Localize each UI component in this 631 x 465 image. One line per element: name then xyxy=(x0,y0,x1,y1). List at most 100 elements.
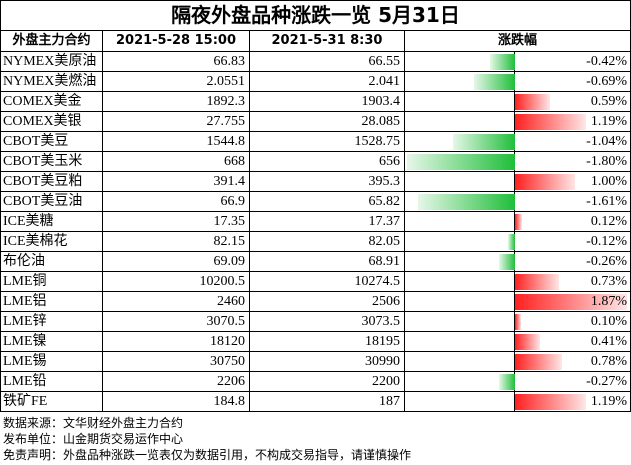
bar-cell xyxy=(405,292,515,312)
change-label: 0.78% xyxy=(590,354,627,369)
curr-value: 65.82 xyxy=(250,192,405,212)
change-bar xyxy=(499,254,515,270)
row-name: LME锌 xyxy=(0,312,103,332)
curr-value: 395.3 xyxy=(250,172,405,192)
prev-value: 1892.3 xyxy=(103,92,250,112)
curr-value: 82.05 xyxy=(250,232,405,252)
bar-cell xyxy=(405,172,515,192)
curr-value: 68.91 xyxy=(250,252,405,272)
row-name: NYMEX美原油 xyxy=(0,52,103,72)
column-header: 2021-5-31 8:30 xyxy=(250,31,405,52)
change-label: 0.73% xyxy=(590,274,627,289)
change-label: -0.26% xyxy=(586,254,627,269)
row-name: LME铝 xyxy=(0,292,103,312)
curr-value: 18195 xyxy=(250,332,405,352)
curr-value: 10274.5 xyxy=(250,272,405,292)
change-bar xyxy=(452,134,515,150)
row-name: LME铜 xyxy=(0,272,103,292)
bar-cell xyxy=(405,392,515,412)
change-label: -1.80% xyxy=(586,154,627,169)
bar-cell xyxy=(405,332,515,352)
column-header: 外盘主力合约 xyxy=(0,31,103,52)
change-label: -0.27% xyxy=(586,374,627,389)
curr-value: 2506 xyxy=(250,292,405,312)
change-label: -0.42% xyxy=(586,54,627,69)
change-label: 1.19% xyxy=(590,394,627,409)
change-label: -1.04% xyxy=(586,134,627,149)
change-bar xyxy=(515,94,551,110)
bar-cell xyxy=(405,312,515,332)
change-label: 0.41% xyxy=(590,334,627,349)
prev-value: 1544.8 xyxy=(103,132,250,152)
bar-cell xyxy=(405,272,515,292)
curr-value: 1903.4 xyxy=(250,92,405,112)
prev-value: 2.0551 xyxy=(103,72,250,92)
column-header: 2021-5-28 15:00 xyxy=(103,31,250,52)
row-name: LME铅 xyxy=(0,372,103,392)
change-bar xyxy=(515,114,587,130)
change-bar xyxy=(515,314,521,330)
change-bar xyxy=(515,174,575,190)
change-bar xyxy=(498,374,515,390)
change-bar xyxy=(515,274,559,290)
curr-value: 1528.75 xyxy=(250,132,405,152)
change-label: -0.69% xyxy=(586,74,627,89)
prev-value: 18120 xyxy=(103,332,250,352)
bar-cell xyxy=(405,112,515,132)
change-bar xyxy=(489,54,515,70)
change-bar xyxy=(515,294,628,310)
curr-value: 30990 xyxy=(250,352,405,372)
change-label: -0.12% xyxy=(586,234,627,249)
prev-value: 184.8 xyxy=(103,392,250,412)
change-label: 1.87% xyxy=(590,294,627,309)
row-name: COMEX美银 xyxy=(0,112,103,132)
bar-cell xyxy=(405,92,515,112)
bar-cell xyxy=(405,232,515,252)
change-bar xyxy=(515,354,562,370)
prev-value: 2206 xyxy=(103,372,250,392)
row-name: CBOT美豆 xyxy=(0,132,103,152)
change-bar xyxy=(507,234,515,250)
change-bar xyxy=(407,154,515,170)
prev-value: 82.15 xyxy=(103,232,250,252)
title: 隔夜外盘品种涨跌一览 5月31日 xyxy=(0,0,631,31)
prev-value: 30750 xyxy=(103,352,250,372)
footer-line: 免责声明：外盘品种涨跌一览表仅为数据引用，不构成交易指导，请谨慎操作 xyxy=(3,448,412,462)
prev-value: 10200.5 xyxy=(103,272,250,292)
change-bar xyxy=(515,394,587,410)
prev-value: 668 xyxy=(103,152,250,172)
footer-line: 数据来源：文华财经外盘主力合约 xyxy=(3,416,184,430)
curr-value: 3073.5 xyxy=(250,312,405,332)
footer-line: 发布单位：山金期货交易运作中心 xyxy=(3,432,184,446)
change-bar xyxy=(473,74,515,90)
change-bar xyxy=(515,334,540,350)
curr-value: 17.37 xyxy=(250,212,405,232)
bar-cell xyxy=(405,212,515,232)
bar-cell xyxy=(405,352,515,372)
change-label: -1.61% xyxy=(586,194,627,209)
change-label: 1.00% xyxy=(590,174,627,189)
row-name: ICE美糖 xyxy=(0,212,103,232)
change-label: 1.19% xyxy=(590,114,627,129)
row-name: LME锡 xyxy=(0,352,103,372)
prev-value: 27.755 xyxy=(103,112,250,132)
curr-value: 2.041 xyxy=(250,72,405,92)
column-header: 涨跌幅 xyxy=(405,31,631,52)
prev-value: 3070.5 xyxy=(103,312,250,332)
change-label: 0.12% xyxy=(590,214,627,229)
row-name: CBOT美玉米 xyxy=(0,152,103,172)
prev-value: 391.4 xyxy=(103,172,250,192)
row-name: 铁矿FE xyxy=(0,392,103,412)
curr-value: 656 xyxy=(250,152,405,172)
row-name: NYMEX美燃油 xyxy=(0,72,103,92)
curr-value: 28.085 xyxy=(250,112,405,132)
prev-value: 66.9 xyxy=(103,192,250,212)
row-name: LME镍 xyxy=(0,332,103,352)
curr-value: 187 xyxy=(250,392,405,412)
change-label: 0.10% xyxy=(590,314,627,329)
row-name: COMEX美金 xyxy=(0,92,103,112)
prev-value: 66.83 xyxy=(103,52,250,72)
prev-value: 69.09 xyxy=(103,252,250,272)
curr-value: 66.55 xyxy=(250,52,405,72)
